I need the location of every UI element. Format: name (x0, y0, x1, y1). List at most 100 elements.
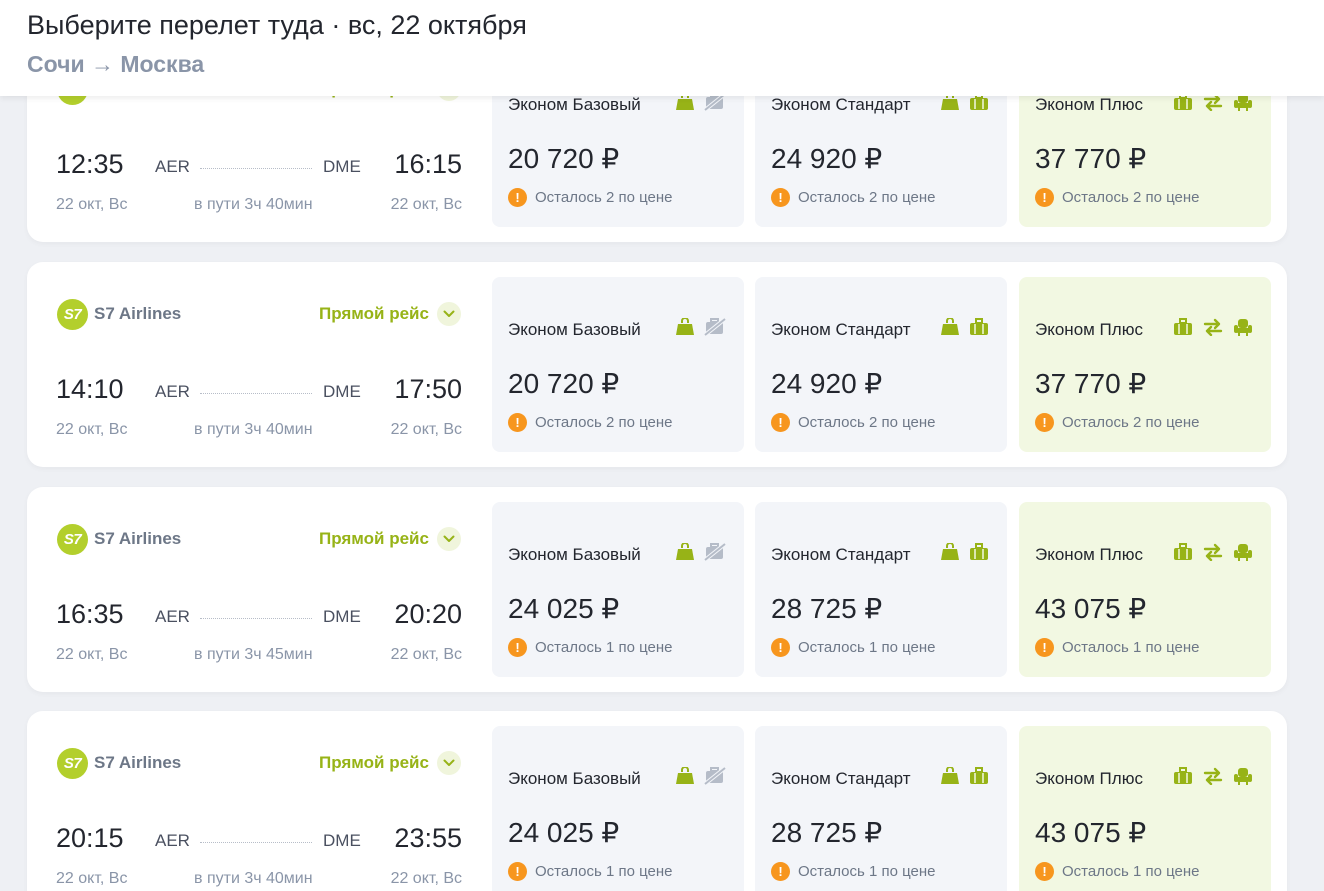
arrival-time: 17:50 (394, 374, 462, 404)
fare-option[interactable]: Эконом Базовый 24 025 ₽! Осталось 1 по цен… (492, 502, 744, 677)
seats-left-text: Осталось 2 по цене (1062, 189, 1200, 206)
fare-price: 20 720 ₽ (508, 368, 620, 399)
fare-option[interactable]: Эконом Плюс 37 770 ₽! Осталось 2 по цене (1019, 277, 1271, 452)
seats-left-text: Осталось 1 по цене (798, 863, 936, 880)
fare-name: Эконом Базовый (508, 769, 641, 788)
seats-left-notice: ! Осталось 1 по цене (508, 638, 673, 657)
fare-name: Эконом Стандарт (771, 95, 911, 114)
seats-left-notice: ! Осталось 1 по цене (771, 638, 936, 657)
flight-duration: в пути 3ч 45мин (194, 646, 313, 663)
fare-name: Эконом Плюс (1035, 320, 1143, 339)
fare-price: 24 920 ₽ (771, 368, 883, 399)
seat-icon (1233, 543, 1253, 561)
airline: S7 S7 Airlines (57, 523, 182, 555)
direct-flight-label: Прямой рейс (319, 304, 429, 323)
fare-price: 43 075 ₽ (1035, 593, 1147, 624)
origin-code: AER (155, 831, 190, 850)
direct-flight-toggle[interactable]: Прямой рейс (319, 299, 461, 329)
fare-price: 20 720 ₽ (508, 143, 620, 174)
chevron-down-icon[interactable] (436, 302, 461, 326)
baggage-icon (969, 543, 989, 561)
flight-duration: в пути 3ч 40мин (194, 421, 313, 438)
airline-name: S7 Airlines (94, 753, 182, 772)
fare-option[interactable]: Эконом Базовый 24 025 ₽! Осталось 1 по цен… (492, 726, 744, 891)
arrival-date: 22 окт, Вс (390, 196, 462, 213)
fare-name: Эконом Стандарт (771, 545, 911, 564)
seats-left-notice: ! Осталось 1 по цене (1035, 638, 1200, 657)
s7-logo-icon: S7 (57, 523, 88, 555)
route-line (200, 842, 312, 843)
fare-option[interactable]: Эконом Базовый 20 720 ₽! Осталось 2 по цен… (492, 277, 744, 452)
destination-code: DME (323, 157, 361, 176)
fare-option[interactable]: Эконом Стандарт 24 920 ₽! Осталось 2 по це… (755, 277, 1007, 452)
exchange-icon (1202, 543, 1224, 561)
warning-icon: ! (1035, 188, 1054, 207)
fare-option[interactable]: Эконом Стандарт 28 725 ₽! Осталось 1 по це… (755, 726, 1007, 891)
fare-features (1173, 93, 1253, 111)
fare-name: Эконом Базовый (508, 95, 641, 114)
seats-left-notice: ! Осталось 2 по цене (508, 188, 673, 207)
warning-icon: ! (1035, 638, 1054, 657)
warning-icon: ! (771, 638, 790, 657)
fare-features (675, 543, 726, 561)
airline-name: S7 Airlines (94, 304, 182, 323)
no-baggage-icon (704, 318, 726, 336)
fare-option[interactable]: Эконом Плюс 43 075 ₽! Осталось 1 по цене (1019, 726, 1271, 891)
baggage-icon (969, 767, 989, 785)
fare-features (940, 767, 989, 785)
route-line (200, 168, 312, 169)
origin-code: AER (155, 382, 190, 401)
exchange-icon (1202, 318, 1224, 336)
destination-code: DME (323, 831, 361, 850)
seat-icon (1233, 767, 1253, 785)
fare-features (940, 543, 989, 561)
airline-name: S7 Airlines (94, 529, 182, 548)
departure-time: 12:35 (56, 149, 124, 179)
fare-name: Эконом Плюс (1035, 769, 1143, 788)
airline: S7 S7 Airlines (57, 747, 182, 779)
destination-code: DME (323, 382, 361, 401)
hand-bag-icon (940, 543, 960, 561)
seats-left-text: Осталось 2 по цене (535, 414, 673, 431)
seats-left-notice: ! Осталось 2 по цене (771, 413, 936, 432)
hand-bag-icon (940, 318, 960, 336)
fare-features (675, 767, 726, 785)
fare-price: 28 725 ₽ (771, 593, 883, 624)
seats-left-notice: ! Осталось 2 по цене (771, 188, 936, 207)
fare-option[interactable]: Эконом Стандарт 28 725 ₽ ! Осталось 1 по це… (755, 502, 1007, 677)
fare-name: Эконом Плюс (1035, 545, 1143, 564)
arrival-date: 22 окт, Вс (390, 646, 462, 663)
departure-date: 22 окт, Вс (56, 870, 128, 887)
fare-price: 24 920 ₽ (771, 143, 883, 174)
hand-bag-icon (675, 318, 695, 336)
origin-code: AER (155, 157, 190, 176)
direct-flight-toggle[interactable]: Прямой рейс (319, 748, 461, 778)
fare-features (940, 93, 989, 111)
s7-logo-icon: S7 (57, 298, 88, 330)
warning-icon: ! (771, 862, 790, 881)
seats-left-notice: ! Осталось 2 по цене (508, 413, 673, 432)
fare-price: 37 770 ₽ (1035, 368, 1147, 399)
page-title: Выберите перелет туда · вс, 22 октября (27, 10, 527, 40)
seats-left-notice: ! Осталось 1 по цене (1035, 862, 1200, 881)
hand-bag-icon (940, 767, 960, 785)
seats-left-notice: ! Осталось 1 по цене (508, 862, 673, 881)
chevron-down-icon[interactable] (436, 751, 461, 775)
direct-flight-label: Прямой рейс (319, 753, 429, 772)
chevron-down-icon[interactable] (436, 527, 461, 551)
baggage-icon (1173, 318, 1193, 336)
warning-icon: ! (1035, 413, 1054, 432)
fare-features (675, 318, 726, 336)
origin-code: AER (155, 607, 190, 626)
no-baggage-icon (704, 767, 726, 785)
baggage-icon (1173, 543, 1193, 561)
fare-option[interactable]: Эконом Плюс 43 075 ₽ ! Осталось 1 по цене (1019, 502, 1271, 677)
arrival-time: 16:15 (394, 149, 462, 179)
flight-card: S7 S7 Airlines Прямой рейс 16:35 AER DME 20:20… (27, 487, 1287, 692)
direct-flight-toggle[interactable]: Прямой рейс (319, 524, 461, 554)
no-baggage-icon (704, 543, 726, 561)
seats-left-notice: ! Осталось 2 по цене (1035, 188, 1200, 207)
direct-flight-label: Прямой рейс (319, 529, 429, 548)
fare-name: Эконом Стандарт (771, 769, 911, 788)
